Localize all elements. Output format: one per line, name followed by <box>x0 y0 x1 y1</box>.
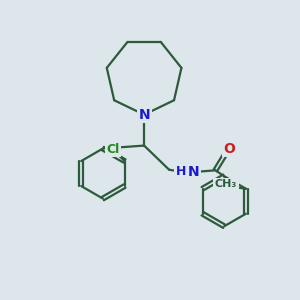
Text: O: O <box>224 142 236 155</box>
Text: Cl: Cl <box>106 143 119 156</box>
Text: H: H <box>176 165 186 178</box>
Text: N: N <box>188 165 199 179</box>
Text: CH₃: CH₃ <box>215 179 237 189</box>
Text: N: N <box>138 108 150 122</box>
